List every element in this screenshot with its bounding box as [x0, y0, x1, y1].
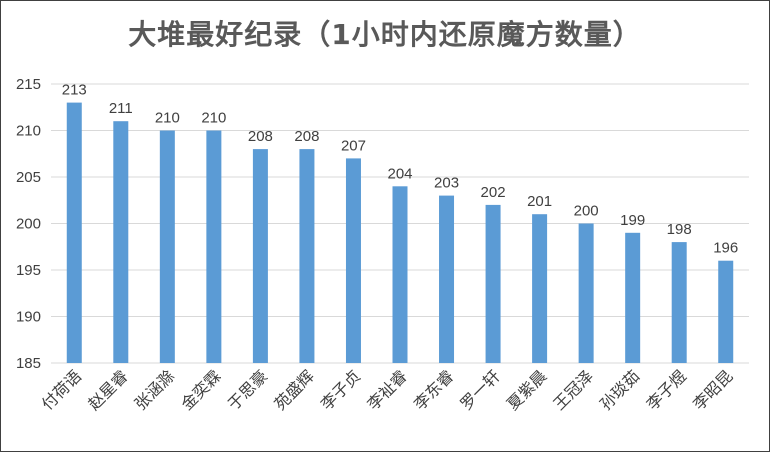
- data-label: 210: [155, 110, 180, 127]
- category-label: 李昭昆: [689, 366, 736, 413]
- data-label: 202: [481, 184, 506, 201]
- bar: [299, 149, 315, 363]
- y-axis-ticks: 185 190 195 200 205 210 215: [16, 76, 41, 372]
- data-label: 210: [201, 110, 226, 127]
- category-label: 夏紫晨: [503, 366, 550, 413]
- data-label: 208: [248, 128, 273, 145]
- bar: [532, 214, 548, 363]
- data-label: 208: [294, 128, 319, 145]
- data-label: 196: [713, 240, 738, 257]
- bar: [439, 195, 455, 363]
- bar: [113, 121, 129, 363]
- category-label: 于思豪: [224, 366, 271, 413]
- category-label: 罗一轩: [457, 366, 504, 413]
- y-tick-label: 200: [16, 216, 41, 233]
- bar: [252, 149, 268, 363]
- y-tick-label: 215: [16, 76, 41, 93]
- bar: [671, 242, 687, 363]
- chart-title: 大堆最好纪录（1小时内还原魔方数量）: [128, 18, 642, 51]
- category-label: 金奕霖: [177, 366, 224, 413]
- bar: [625, 232, 641, 363]
- data-label: 204: [387, 165, 412, 182]
- y-tick-label: 185: [16, 355, 41, 372]
- y-tick-label: 190: [16, 309, 41, 326]
- category-label: 李子煜: [643, 366, 690, 413]
- y-tick-label: 205: [16, 169, 41, 186]
- category-labels: 付荷语 赵星睿 张涵滁 金奕霖 于思豪 苑盛辉 李子贞 李祉睿 李东睿 罗一轩 夏紫晨 王冠泽 孙琰茹李…: [38, 366, 737, 413]
- data-label: 198: [667, 221, 692, 238]
- category-label: 付荷语: [38, 366, 85, 413]
- bars: [66, 102, 734, 363]
- y-tick-label: 195: [16, 262, 41, 279]
- category-label: 张涵滁: [131, 366, 178, 413]
- data-labels: 213 211 210 210 208 208 207 204 203 202 201 200 199 1…: [62, 82, 738, 257]
- bar: [206, 130, 222, 363]
- bar: [578, 223, 594, 363]
- bar: [718, 260, 734, 363]
- category-label: 孙琰茹: [596, 366, 643, 413]
- y-tick-label: 210: [16, 123, 41, 140]
- category-label: 李祉睿: [363, 366, 410, 413]
- data-label: 203: [434, 175, 459, 192]
- category-label: 赵星睿: [84, 366, 131, 413]
- category-label: 王冠泽: [550, 366, 597, 413]
- category-label: 李子贞: [317, 366, 364, 413]
- data-label: 201: [527, 193, 552, 210]
- bar: [66, 102, 82, 363]
- data-label: 207: [341, 137, 366, 154]
- data-label: 200: [574, 203, 599, 220]
- data-label: 213: [62, 82, 87, 99]
- category-label: 李东睿: [410, 366, 457, 413]
- data-label: 211: [109, 100, 133, 117]
- bar: [345, 158, 361, 363]
- bar: [159, 130, 175, 363]
- category-label: 苑盛辉: [270, 366, 317, 413]
- data-label: 199: [620, 212, 645, 229]
- bar: [485, 204, 501, 363]
- bar: [392, 186, 408, 363]
